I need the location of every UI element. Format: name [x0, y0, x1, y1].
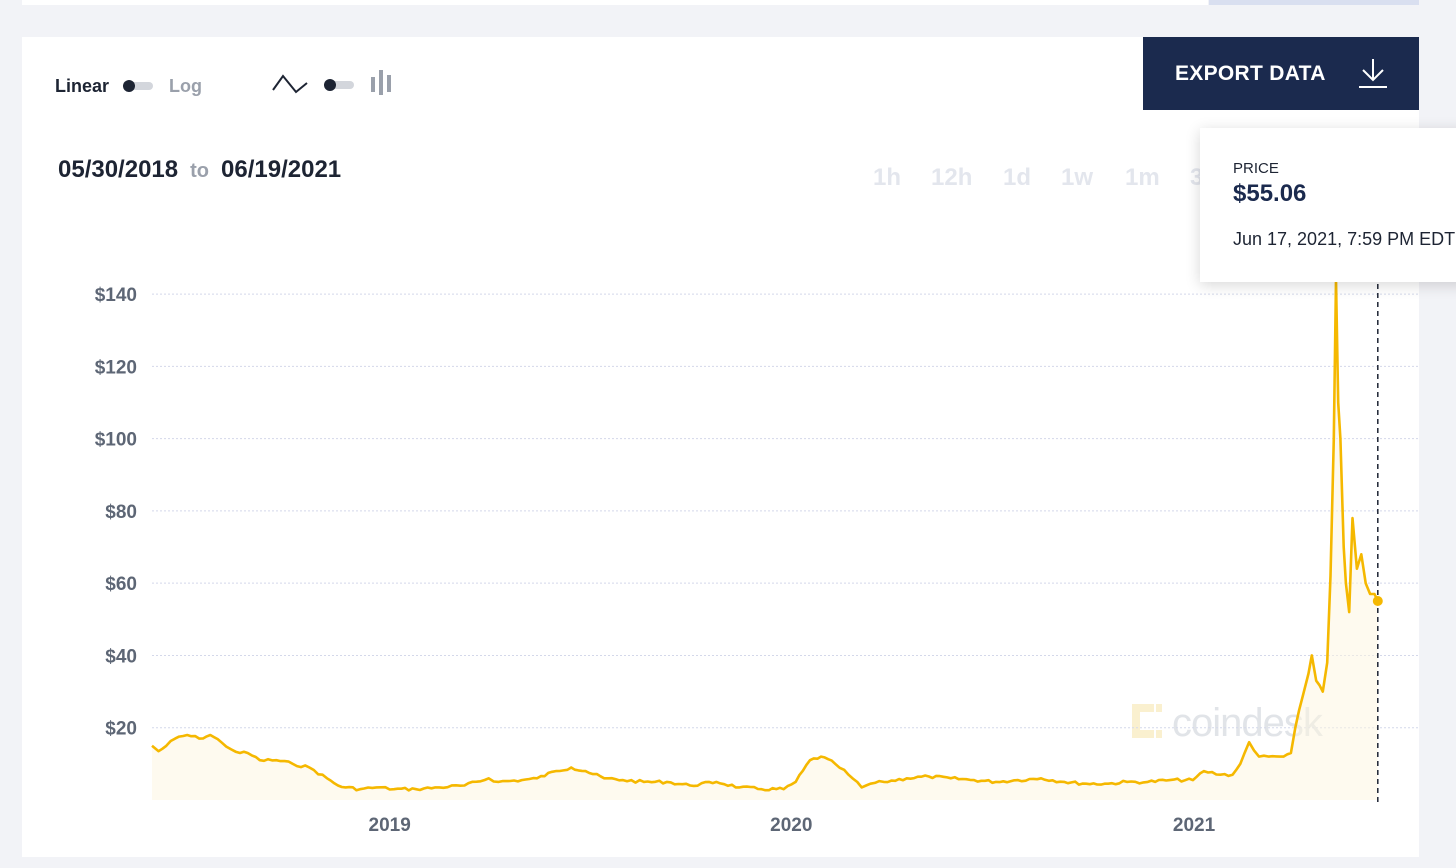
tooltip-price: $55.06 [1233, 180, 1307, 207]
range-button-1h[interactable]: 1h [873, 164, 902, 191]
log-label[interactable]: Log [169, 75, 203, 96]
bar-chart-icon[interactable] [370, 69, 394, 102]
y-tick-label: $60 [105, 574, 137, 595]
tooltip-date: Jun 17, 2021, 7:59 PM EDT [1233, 229, 1456, 249]
y-tick-label: $80 [105, 502, 137, 523]
price-area-fill [152, 279, 1378, 801]
y-tick-label: $140 [95, 285, 137, 306]
scale-toggle[interactable]: Linear Log [55, 74, 202, 98]
download-icon [1357, 57, 1389, 92]
scale-switch-knob [123, 80, 136, 92]
top-panel-accent [1209, 0, 1419, 5]
x-tick-label: 2020 [770, 815, 812, 836]
date-range[interactable]: 05/30/2018 to 06/19/2021 [58, 156, 341, 184]
y-tick-label: $120 [95, 357, 137, 378]
range-button-1d[interactable]: 1d [1003, 164, 1032, 191]
chart-card [22, 37, 1419, 857]
date-to-word: to [190, 160, 210, 182]
tooltip-label: PRICE [1233, 160, 1279, 177]
range-button-1m[interactable]: 1m [1125, 164, 1160, 191]
chart-type-toggle[interactable] [272, 69, 394, 102]
range-button-1w[interactable]: 1w [1061, 164, 1094, 191]
coindesk-logo-icon [1128, 700, 1166, 747]
hover-point [1372, 596, 1383, 607]
chart-type-switch[interactable] [324, 79, 354, 91]
scale-switch[interactable] [123, 80, 154, 92]
range-button-12h[interactable]: 12h [931, 164, 973, 191]
y-axis: $20 $40 $60 $80 $100 $120 $140 [95, 285, 137, 740]
export-data-label: EXPORT DATA [1175, 61, 1326, 85]
date-to[interactable]: 06/19/2021 [221, 156, 342, 183]
export-data-button[interactable]: EXPORT DATA [1143, 37, 1419, 110]
y-tick-label: $20 [105, 719, 137, 740]
price-tooltip: PRICE $55.06 Jun 17, 2021, 7:59 PM EDT [1200, 128, 1456, 282]
grid-layer [152, 293, 1420, 729]
x-tick-label: 2019 [369, 815, 411, 836]
y-tick-label: $40 [105, 646, 137, 667]
price-line [151, 278, 1379, 792]
line-chart-icon[interactable] [272, 71, 308, 100]
top-panel-edge [22, 0, 1208, 5]
x-tick-label: 2021 [1173, 815, 1216, 836]
chart-type-switch-knob [324, 79, 336, 91]
y-tick-label: $100 [95, 430, 137, 451]
date-from[interactable]: 05/30/2018 [58, 156, 179, 183]
linear-label[interactable]: Linear [55, 75, 110, 96]
x-axis: 2019 2020 2021 [369, 815, 1216, 836]
